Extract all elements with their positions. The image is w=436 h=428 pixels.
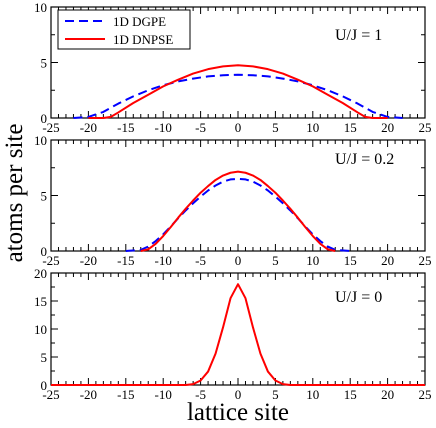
x-tick-label: 10 [306,120,319,135]
x-tick-label: -25 [42,120,59,135]
panel-label-3: U/J = 0 [335,289,382,306]
y-tick-label: 10 [34,322,47,337]
panel-label-2: U/J = 0.2 [335,151,394,168]
x-tick-label: 15 [344,120,357,135]
x-tick-label: -10 [155,387,172,402]
x-tick-label: 20 [381,387,394,402]
x-tick-label: 25 [419,387,432,402]
series-line-1d-dnpse [51,283,425,386]
x-tick-label: -20 [80,120,97,135]
y-tick-label: 15 [34,294,47,309]
y-tick-label: 10 [34,133,47,148]
x-tick-label: -20 [80,387,97,402]
y-tick-label: 10 [34,0,47,15]
y-tick-label: 0 [41,111,48,126]
x-tick-label: 5 [272,387,279,402]
x-tick-label: -5 [195,253,206,268]
x-tick-label: -25 [42,253,59,268]
x-tick-label: 15 [344,253,357,268]
y-tick-label: 20 [34,266,47,281]
x-tick-label: -10 [155,253,172,268]
y-tick-label: 0 [41,244,48,259]
y-tick-label: 5 [41,350,48,365]
x-tick-label: 5 [272,120,279,135]
y-tick-label: 5 [41,56,48,71]
x-tick-label: -10 [155,120,172,135]
x-tick-label: 0 [235,120,242,135]
y-tick-label: 5 [41,189,48,204]
x-tick-label: -15 [117,253,134,268]
panel-label-1: U/J = 1 [335,27,382,44]
x-tick-label: 15 [344,387,357,402]
x-tick-label: 0 [235,387,242,402]
x-tick-label: 10 [306,253,319,268]
x-tick-label: 20 [381,120,394,135]
x-tick-label: 5 [272,253,279,268]
y-axis-title: atoms per site [1,124,28,263]
series-line-1d-dnpse [140,170,336,252]
x-tick-label: 0 [235,253,242,268]
x-tick-label: -5 [195,120,206,135]
x-tick-label: 10 [306,387,319,402]
x-tick-label: 20 [381,253,394,268]
x-tick-label: -25 [42,387,59,402]
x-tick-label: -15 [117,387,134,402]
x-tick-label: -5 [195,387,206,402]
x-tick-label: -15 [117,120,134,135]
x-tick-label: -20 [80,253,97,268]
legend-label: 1D DGPE [113,14,166,29]
x-tick-label: 25 [419,120,432,135]
x-axis-title: lattice site [187,399,289,426]
series-line-1d-dnpse [88,64,388,119]
legend-label: 1D DNPSE [113,32,173,47]
legend-box [57,9,191,50]
y-tick-label: 0 [41,378,48,393]
series-line-1d-dgpe [73,73,403,119]
x-tick-label: 25 [419,253,432,268]
